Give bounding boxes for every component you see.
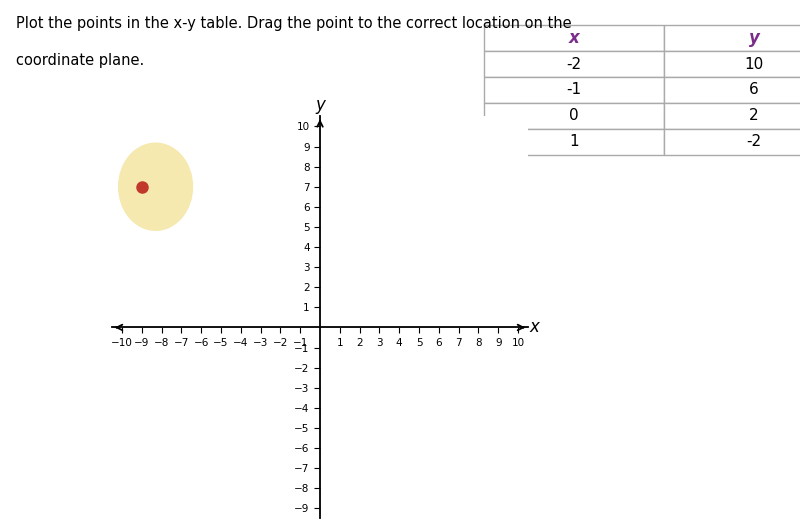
Ellipse shape — [118, 142, 194, 231]
Text: coordinate plane.: coordinate plane. — [16, 53, 144, 68]
Text: Plot the points in the x-y table. Drag the point to the correct location on the: Plot the points in the x-y table. Drag t… — [16, 16, 572, 31]
Text: x: x — [529, 318, 539, 336]
Text: y: y — [315, 96, 325, 114]
